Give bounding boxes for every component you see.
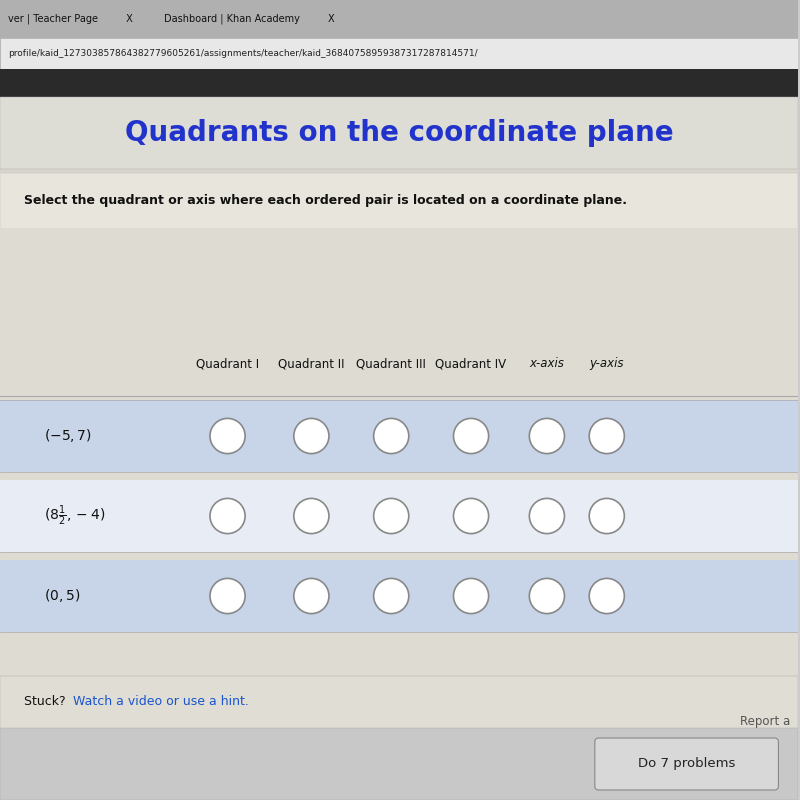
Text: Do 7 problems: Do 7 problems [638, 758, 735, 770]
Bar [0, 480, 798, 552]
Bar [0, 69, 798, 97]
Circle shape [210, 578, 245, 614]
Bar [0, 38, 798, 69]
Circle shape [590, 578, 624, 614]
Circle shape [530, 418, 565, 454]
Text: $(-5,7)$: $(-5,7)$ [44, 427, 92, 445]
Circle shape [374, 578, 409, 614]
Text: ver | Teacher Page         X          Dashboard | Khan Academy         X: ver | Teacher Page X Dashboard | Khan Ac… [8, 14, 334, 25]
Text: Watch a video or use a hint.: Watch a video or use a hint. [73, 694, 249, 708]
Circle shape [294, 578, 329, 614]
Bar [0, 560, 798, 632]
Circle shape [590, 418, 624, 454]
Text: x-axis: x-axis [530, 358, 564, 370]
Bar [0, 728, 798, 800]
Circle shape [530, 578, 565, 614]
Text: profile/kaid_127303857864382779605261/assignments/teacher/kaid_36840758959387317: profile/kaid_127303857864382779605261/as… [8, 49, 478, 58]
Circle shape [530, 498, 565, 534]
Bar [0, 229, 798, 676]
Text: Quadrant III: Quadrant III [356, 358, 426, 370]
Text: $(8\frac{1}{2},-4)$: $(8\frac{1}{2},-4)$ [44, 504, 106, 528]
Circle shape [374, 418, 409, 454]
Text: Report a: Report a [740, 714, 790, 728]
Circle shape [294, 498, 329, 534]
Circle shape [210, 418, 245, 454]
Circle shape [294, 418, 329, 454]
Text: $(0,5)$: $(0,5)$ [44, 587, 80, 605]
Text: Quadrant IV: Quadrant IV [435, 358, 506, 370]
Circle shape [454, 418, 489, 454]
Circle shape [374, 498, 409, 534]
Circle shape [454, 578, 489, 614]
Bar [0, 400, 798, 472]
Bar [0, 169, 798, 800]
Bar [0, 97, 798, 169]
Bar [0, 676, 798, 732]
Text: Quadrants on the coordinate plane: Quadrants on the coordinate plane [125, 119, 674, 147]
Text: Stuck?: Stuck? [24, 694, 70, 708]
Circle shape [454, 498, 489, 534]
FancyBboxPatch shape [595, 738, 778, 790]
Text: Select the quadrant or axis where each ordered pair is located on a coordinate p: Select the quadrant or axis where each o… [24, 194, 627, 207]
Text: y-axis: y-axis [590, 358, 624, 370]
Circle shape [590, 498, 624, 534]
Bar [0, 173, 798, 229]
Bar [0, 0, 798, 38]
Text: Quadrant II: Quadrant II [278, 358, 345, 370]
Text: Quadrant I: Quadrant I [196, 358, 259, 370]
Circle shape [210, 498, 245, 534]
